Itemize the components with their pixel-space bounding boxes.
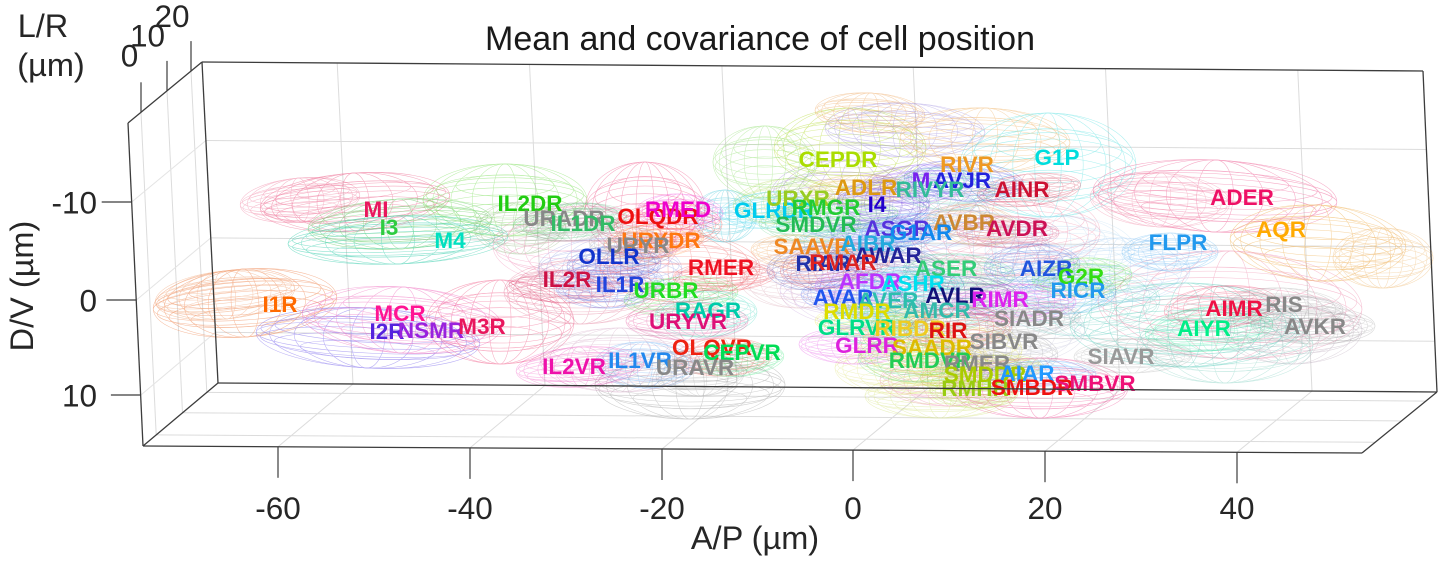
svg-text:A/P (µm): A/P (µm) <box>691 520 819 556</box>
svg-text:OLLR: OLLR <box>578 244 639 269</box>
svg-text:-20: -20 <box>639 490 685 526</box>
svg-text:AIAR: AIAR <box>1000 361 1055 386</box>
svg-text:(µm): (µm) <box>17 47 84 83</box>
svg-text:I4: I4 <box>868 192 887 217</box>
svg-text:20: 20 <box>154 0 189 34</box>
svg-text:URYVR: URYVR <box>649 309 727 334</box>
svg-text:IL1VR: IL1VR <box>608 348 672 373</box>
svg-text:AIYR: AIYR <box>1177 316 1231 341</box>
svg-text:RIAR: RIAR <box>796 251 851 276</box>
svg-text:AINR: AINR <box>995 177 1050 202</box>
svg-text:IL2R: IL2R <box>543 267 592 292</box>
svg-text:MI: MI <box>364 197 389 222</box>
svg-text:10: 10 <box>130 18 165 54</box>
svg-text:RIR: RIR <box>929 318 968 343</box>
svg-text:10: 10 <box>62 378 97 414</box>
svg-text:AVAR: AVAR <box>813 285 873 310</box>
svg-text:ADLR: ADLR <box>835 175 898 200</box>
svg-text:URADR: URADR <box>523 206 604 231</box>
svg-text:SIAVR: SIAVR <box>1087 344 1154 369</box>
svg-text:URYR: URYR <box>607 233 670 258</box>
svg-text:URYDR: URYDR <box>621 228 700 253</box>
svg-text:0: 0 <box>844 490 862 526</box>
svg-text:SAADR: SAADR <box>892 335 972 360</box>
svg-text:I3: I3 <box>380 215 399 240</box>
svg-text:G2R: G2R <box>1058 264 1104 289</box>
svg-text:RAGR: RAGR <box>675 298 741 323</box>
svg-text:AIMR: AIMR <box>1205 296 1263 321</box>
svg-text:IL1R: IL1R <box>596 272 645 297</box>
svg-text:GLRVR: GLRVR <box>818 315 896 340</box>
svg-text:GLRDR: GLRDR <box>734 198 814 223</box>
svg-text:D/V (µm): D/V (µm) <box>4 221 40 352</box>
svg-text:AVKR: AVKR <box>1284 314 1346 339</box>
svg-text:RIMR: RIMR <box>971 287 1029 312</box>
svg-text:ASGR: ASGR <box>864 216 929 241</box>
svg-text:RMGR: RMGR <box>792 195 861 220</box>
svg-text:20: 20 <box>1027 490 1062 526</box>
svg-text:M: M <box>912 168 931 193</box>
svg-text:0: 0 <box>121 38 139 74</box>
svg-text:IL2DR: IL2DR <box>497 191 562 216</box>
svg-text:MCR: MCR <box>374 301 425 326</box>
svg-text:ADER: ADER <box>1210 185 1274 210</box>
svg-text:AVBR: AVBR <box>933 210 995 235</box>
svg-text:SAAVR: SAAVR <box>773 234 850 259</box>
svg-text:0: 0 <box>79 283 97 319</box>
svg-text:ASHR: ASHR <box>881 271 945 296</box>
svg-text:SMBVR: SMBVR <box>1054 371 1135 396</box>
svg-text:IL1DR: IL1DR <box>550 211 615 236</box>
svg-text:SMDDR: SMDDR <box>944 362 1027 387</box>
svg-text:GLRR: GLRR <box>835 333 899 358</box>
svg-text:ASER: ASER <box>915 256 978 281</box>
svg-text:AQR: AQR <box>1256 217 1306 242</box>
svg-text:NSMR: NSMR <box>398 318 464 343</box>
svg-text:RIVR: RIVR <box>940 152 994 177</box>
svg-text:I2R: I2R <box>369 319 404 344</box>
svg-text:SMDVR: SMDVR <box>775 212 856 237</box>
svg-text:OLQDR: OLQDR <box>617 204 698 229</box>
svg-text:RIS: RIS <box>1265 292 1303 317</box>
svg-text:AVLR: AVLR <box>925 283 985 308</box>
svg-text:RMER: RMER <box>944 351 1010 376</box>
svg-text:AWAR: AWAR <box>854 243 922 268</box>
svg-text:RIBDR: RIBDR <box>874 316 945 341</box>
svg-text:-60: -60 <box>255 490 301 526</box>
svg-text:CEPDR: CEPDR <box>799 147 878 172</box>
svg-text:RMED: RMED <box>645 197 711 222</box>
svg-text:IL2VR: IL2VR <box>542 354 606 379</box>
svg-text:URXR: URXR <box>766 186 830 211</box>
svg-text:L/R: L/R <box>18 8 69 44</box>
svg-text:40: 40 <box>1219 490 1254 526</box>
svg-text:Mean and covariance of cell po: Mean and covariance of cell position <box>485 20 1035 58</box>
svg-text:I1R: I1R <box>262 292 297 317</box>
svg-text:-10: -10 <box>51 185 97 221</box>
svg-text:URBR: URBR <box>634 278 699 303</box>
svg-text:RMAR: RMAR <box>809 250 877 275</box>
svg-text:RIVYR: RIVYR <box>896 177 965 202</box>
svg-text:CEPVR: CEPVR <box>703 340 781 365</box>
svg-text:G1P: G1P <box>1034 145 1079 170</box>
svg-text:AFDR: AFDR <box>839 269 902 294</box>
svg-text:SIBVR: SIBVR <box>970 329 1039 354</box>
svg-text:M4: M4 <box>434 228 466 253</box>
svg-text:FLPR: FLPR <box>1149 230 1208 255</box>
svg-text:AVDR: AVDR <box>986 216 1048 241</box>
svg-text:M3R: M3R <box>458 314 506 339</box>
svg-text:AIZR: AIZR <box>1020 256 1073 281</box>
svg-text:AVER: AVER <box>858 288 919 313</box>
svg-text:RICR: RICR <box>1051 278 1106 303</box>
svg-text:OLQVR: OLQVR <box>672 335 752 360</box>
svg-text:AMCR: AMCR <box>903 298 971 323</box>
svg-text:-40: -40 <box>447 490 493 526</box>
svg-text:URAVR: URAVR <box>656 355 734 380</box>
svg-text:RMDVR: RMDVR <box>889 348 972 373</box>
svg-text:AVJR: AVJR <box>933 168 991 193</box>
svg-text:RMER: RMER <box>688 255 754 280</box>
svg-text:SMBDR: SMBDR <box>991 375 1074 400</box>
svg-text:RMDR: RMDR <box>823 299 891 324</box>
svg-text:SIADR: SIADR <box>994 306 1064 331</box>
svg-text:G1AR: G1AR <box>890 220 953 245</box>
svg-text:AIBR: AIBR <box>841 231 896 256</box>
